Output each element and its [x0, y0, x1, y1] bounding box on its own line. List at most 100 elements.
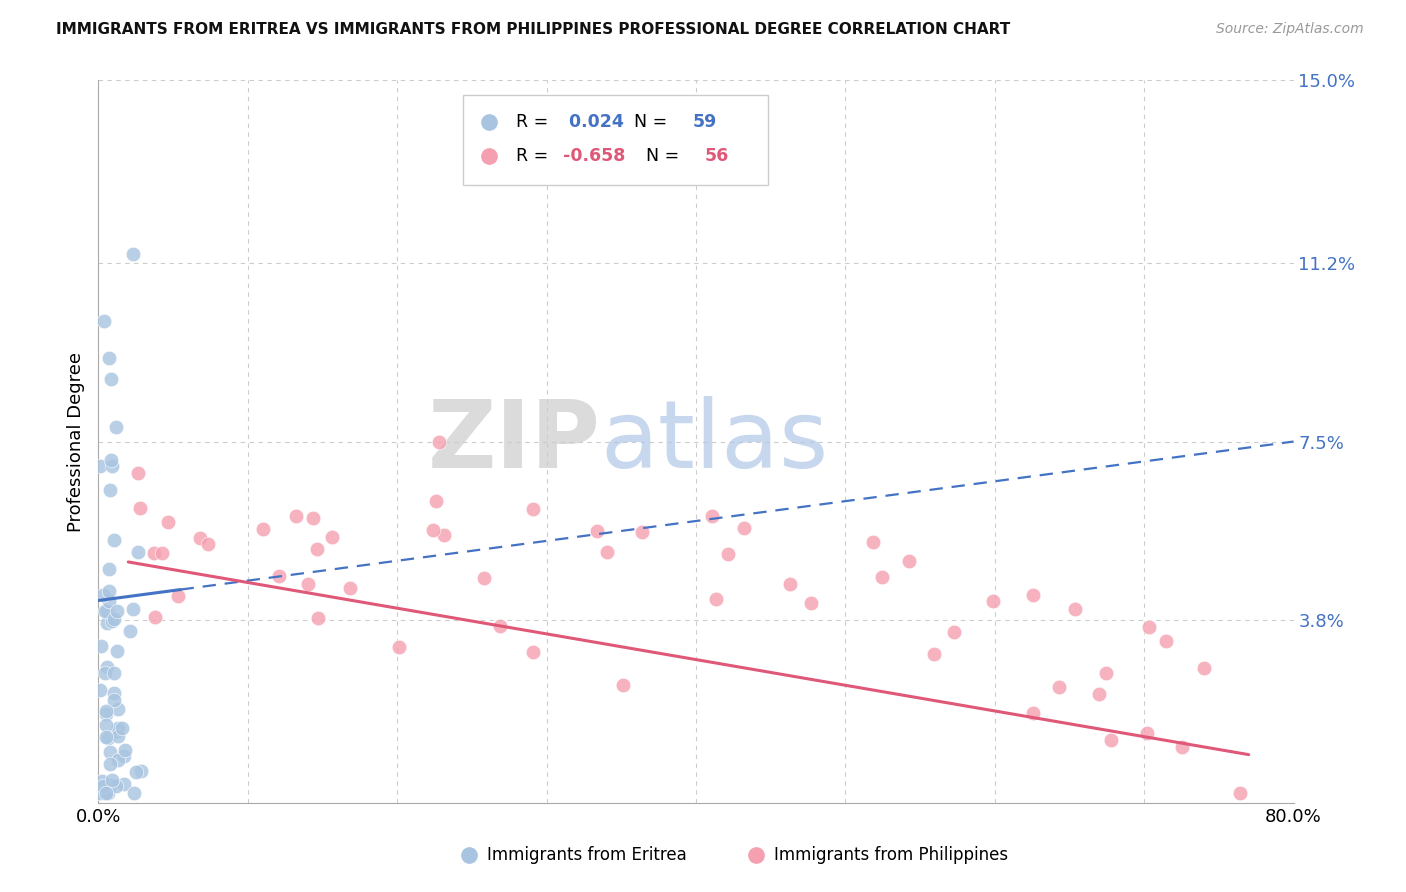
- Point: [94, 718, 117, 732]
- Point: [596, 545, 619, 559]
- Point: [1099, 733, 1122, 747]
- Point: [1088, 687, 1111, 701]
- Text: 59: 59: [692, 113, 717, 131]
- Point: [1064, 602, 1087, 616]
- Point: [104, 779, 127, 793]
- Text: Immigrants from Philippines: Immigrants from Philippines: [773, 846, 1008, 863]
- Text: IMMIGRANTS FROM ERITREA VS IMMIGRANTS FROM PHILIPPINES PROFESSIONAL DEGREE CORRE: IMMIGRANTS FROM ERITREA VS IMMIGRANTS FR…: [56, 22, 1011, 37]
- Point: [612, 678, 634, 692]
- Point: [89, 786, 111, 800]
- FancyBboxPatch shape: [463, 95, 768, 185]
- Point: [297, 577, 319, 591]
- Point: [433, 528, 456, 542]
- Point: [267, 568, 290, 582]
- Point: [717, 547, 740, 561]
- Point: [1095, 665, 1118, 680]
- Point: [922, 648, 945, 662]
- Point: [1192, 661, 1215, 675]
- Point: [94, 666, 117, 681]
- Point: [152, 546, 174, 560]
- Point: [91, 774, 114, 789]
- Point: [89, 683, 111, 698]
- Point: [105, 604, 128, 618]
- Point: [94, 786, 117, 800]
- Point: [188, 531, 211, 545]
- Point: [118, 624, 141, 638]
- Text: -0.658: -0.658: [564, 147, 626, 165]
- Point: [125, 765, 148, 780]
- Point: [121, 601, 143, 615]
- Text: R =: R =: [516, 147, 553, 165]
- Point: [103, 533, 125, 547]
- Point: [143, 610, 166, 624]
- Point: [305, 541, 328, 556]
- Point: [585, 524, 607, 538]
- Point: [1047, 680, 1070, 694]
- Point: [800, 596, 823, 610]
- Point: [97, 786, 120, 800]
- Text: ZIP: ZIP: [427, 395, 600, 488]
- Point: [112, 748, 135, 763]
- Point: [91, 779, 114, 793]
- Point: [98, 756, 121, 771]
- Point: [111, 721, 134, 735]
- Point: [100, 773, 122, 788]
- Text: 56: 56: [704, 147, 728, 165]
- Point: [103, 666, 125, 681]
- Point: [897, 553, 920, 567]
- Text: atlas: atlas: [600, 395, 828, 488]
- Point: [96, 786, 118, 800]
- Point: [89, 458, 111, 473]
- Point: [425, 493, 447, 508]
- Point: [91, 589, 114, 603]
- Text: Source: ZipAtlas.com: Source: ZipAtlas.com: [1216, 22, 1364, 37]
- Point: [100, 453, 122, 467]
- Text: 0.024: 0.024: [564, 113, 624, 131]
- Point: [97, 731, 120, 746]
- Point: [93, 314, 115, 328]
- Point: [284, 509, 307, 524]
- Point: [103, 612, 125, 626]
- Point: [522, 502, 544, 516]
- Point: [94, 706, 117, 721]
- Text: N =: N =: [623, 113, 673, 131]
- Point: [197, 537, 219, 551]
- Point: [143, 546, 166, 560]
- Point: [107, 722, 129, 736]
- Point: [94, 730, 117, 744]
- Point: [700, 509, 723, 524]
- Point: [472, 571, 495, 585]
- Point: [90, 639, 112, 653]
- Point: [114, 777, 136, 791]
- Point: [981, 594, 1004, 608]
- Point: [98, 351, 121, 365]
- Point: [422, 524, 444, 538]
- Text: Immigrants from Eritrea: Immigrants from Eritrea: [486, 846, 686, 863]
- Point: [388, 640, 411, 655]
- Point: [127, 466, 149, 480]
- Point: [101, 458, 124, 473]
- Point: [96, 616, 118, 631]
- Point: [127, 545, 149, 559]
- Point: [522, 645, 544, 659]
- Point: [733, 521, 755, 535]
- Point: [107, 729, 129, 743]
- Point: [427, 434, 450, 449]
- Point: [103, 693, 125, 707]
- Point: [167, 589, 190, 603]
- Point: [104, 420, 127, 434]
- Point: [105, 643, 128, 657]
- Point: [1022, 588, 1045, 602]
- Point: [129, 764, 152, 779]
- Point: [98, 778, 121, 792]
- Point: [321, 530, 343, 544]
- Point: [122, 246, 145, 260]
- Point: [122, 786, 145, 800]
- Point: [1022, 706, 1045, 720]
- Point: [100, 372, 122, 386]
- Point: [870, 569, 893, 583]
- Point: [631, 525, 654, 540]
- Point: [96, 660, 118, 674]
- Point: [252, 522, 274, 536]
- Point: [779, 577, 801, 591]
